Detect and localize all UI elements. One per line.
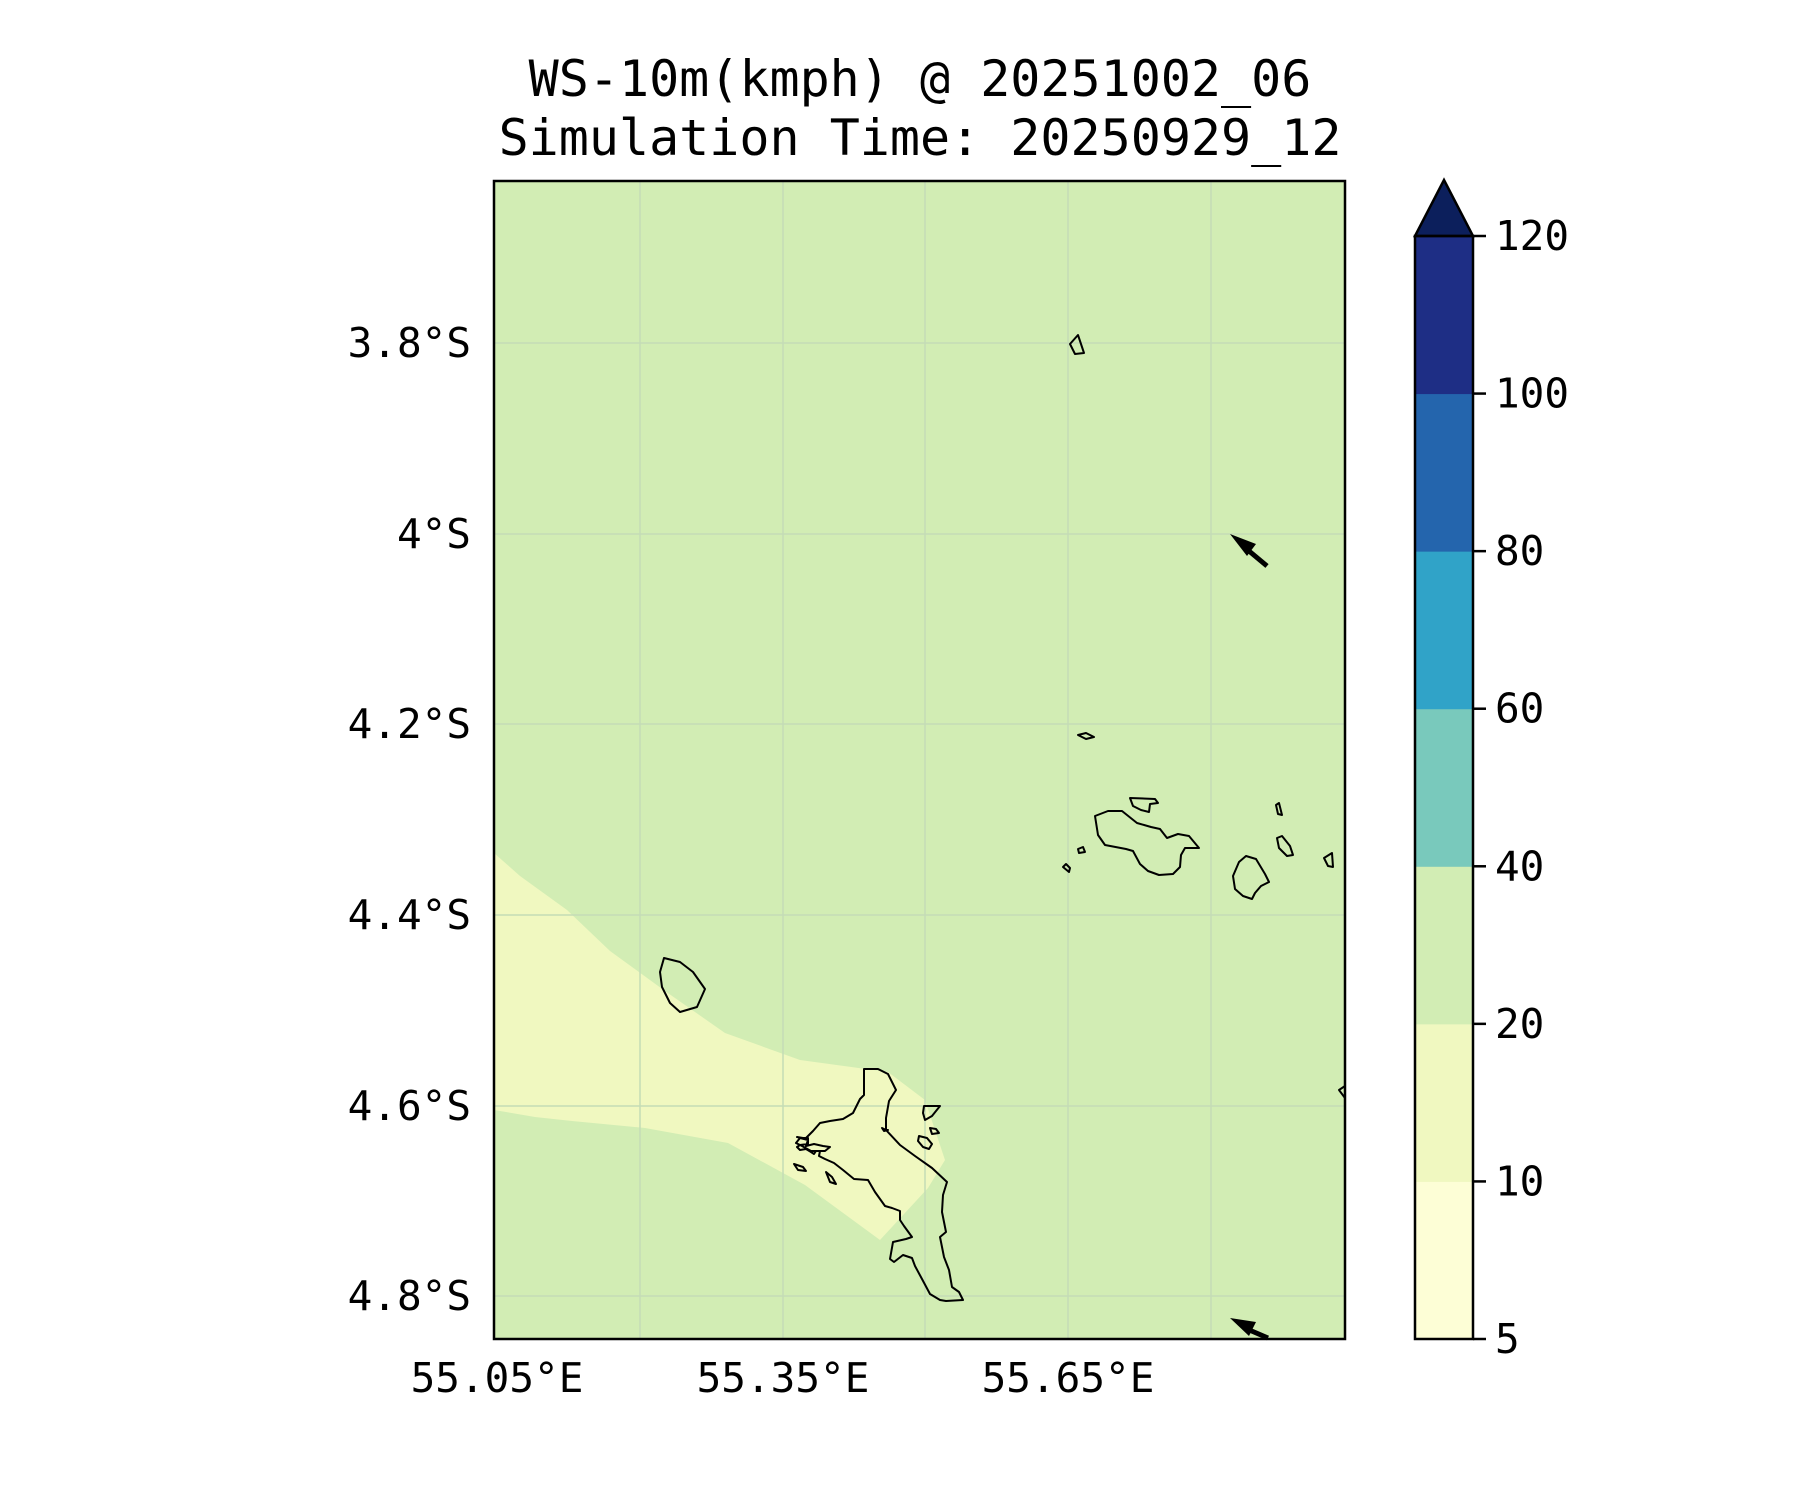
colorbar-segment-3 <box>1415 708 1473 867</box>
colorbar-tick-label-1: 10 <box>1495 1157 1544 1205</box>
title-line-1: WS-10m(kmph) @ 20251002_06 <box>529 50 1312 108</box>
colorbar-extend-triangle <box>1412 177 1476 238</box>
islet-small-2 <box>1077 846 1086 854</box>
lat-tick-label-0: 3.8°S <box>348 319 471 367</box>
colorbar-segment-4 <box>1415 551 1473 710</box>
wind-speed-field-10-20 <box>494 853 945 1240</box>
lon-tick-labels: 55.05°E 55.35°E 55.65°E <box>411 1354 1155 1402</box>
colorbar-segment-0 <box>1415 1181 1473 1340</box>
islet-small-5 <box>1276 835 1294 857</box>
island-east-edge <box>1338 1085 1346 1099</box>
island-curieuse <box>1129 797 1159 813</box>
lat-tick-label-2: 4.2°S <box>348 700 471 748</box>
lat-tick-label-1: 4°S <box>397 510 471 558</box>
colorbar-segment-5 <box>1415 393 1473 552</box>
island-north-islet <box>1069 334 1085 355</box>
map-panel <box>492 179 1347 1341</box>
island-ste-anne <box>922 1105 941 1121</box>
island-la-digue <box>1232 855 1270 900</box>
colorbar: 5 10 20 40 60 80 100 120 <box>1412 177 1569 1363</box>
colorbar-ticks: 5 10 20 40 60 80 100 120 <box>1473 212 1569 1363</box>
colorbar-tick-label-2: 20 <box>1495 1000 1544 1048</box>
colorbar-tick-label-3: 40 <box>1495 842 1544 890</box>
colorbar-segment-1 <box>1415 1023 1473 1182</box>
islet-small-10 <box>825 1171 837 1185</box>
lat-tick-label-5: 4.8°S <box>348 1272 471 1320</box>
gridlines <box>494 181 1345 1339</box>
lon-tick-label-0: 55.05°E <box>411 1354 584 1402</box>
island-silhouette <box>659 957 706 1013</box>
wind-arrow-north-west <box>1230 534 1269 568</box>
lon-tick-label-2: 55.65°E <box>982 1354 1155 1402</box>
colorbar-segments <box>1415 236 1473 1340</box>
colorbar-tick-label-5: 80 <box>1495 527 1544 575</box>
islet-small-8 <box>929 1127 940 1135</box>
colorbar-tick-label-6: 100 <box>1495 370 1569 418</box>
colorbar-tick-label-4: 60 <box>1495 685 1544 733</box>
islet-small-7 <box>917 1135 933 1150</box>
wind-arrow-west-north-west <box>1230 1318 1269 1341</box>
coastlines <box>659 334 1346 1302</box>
colorbar-tick-label-7: 120 <box>1495 212 1569 260</box>
lat-tick-label-3: 4.4°S <box>348 891 471 939</box>
islet-small-11 <box>881 1127 889 1132</box>
colorbar-tick-label-0: 5 <box>1495 1315 1520 1363</box>
island-praslin <box>1094 810 1200 876</box>
map-frame <box>492 179 1347 1341</box>
colorbar-frame <box>1413 234 1475 1341</box>
colorbar-segment-2 <box>1415 866 1473 1025</box>
lon-tick-label-1: 55.35°E <box>697 1354 870 1402</box>
colorbar-segment-6 <box>1415 236 1473 395</box>
islet-small-1 <box>1077 732 1095 740</box>
islet-small-6 <box>1323 852 1334 868</box>
title-line-2: Simulation Time: 20250929_12 <box>499 109 1342 167</box>
lat-tick-labels: 3.8°S 4°S 4.2°S 4.4°S 4.6°S 4.8°S <box>348 319 471 1320</box>
wind-arrows <box>1230 534 1269 1341</box>
island-mahe <box>795 1068 964 1302</box>
islet-small-3 <box>1062 863 1071 873</box>
islet-small-4 <box>1275 802 1283 816</box>
islet-small-9 <box>793 1163 807 1172</box>
lat-tick-label-4: 4.6°S <box>348 1082 471 1130</box>
